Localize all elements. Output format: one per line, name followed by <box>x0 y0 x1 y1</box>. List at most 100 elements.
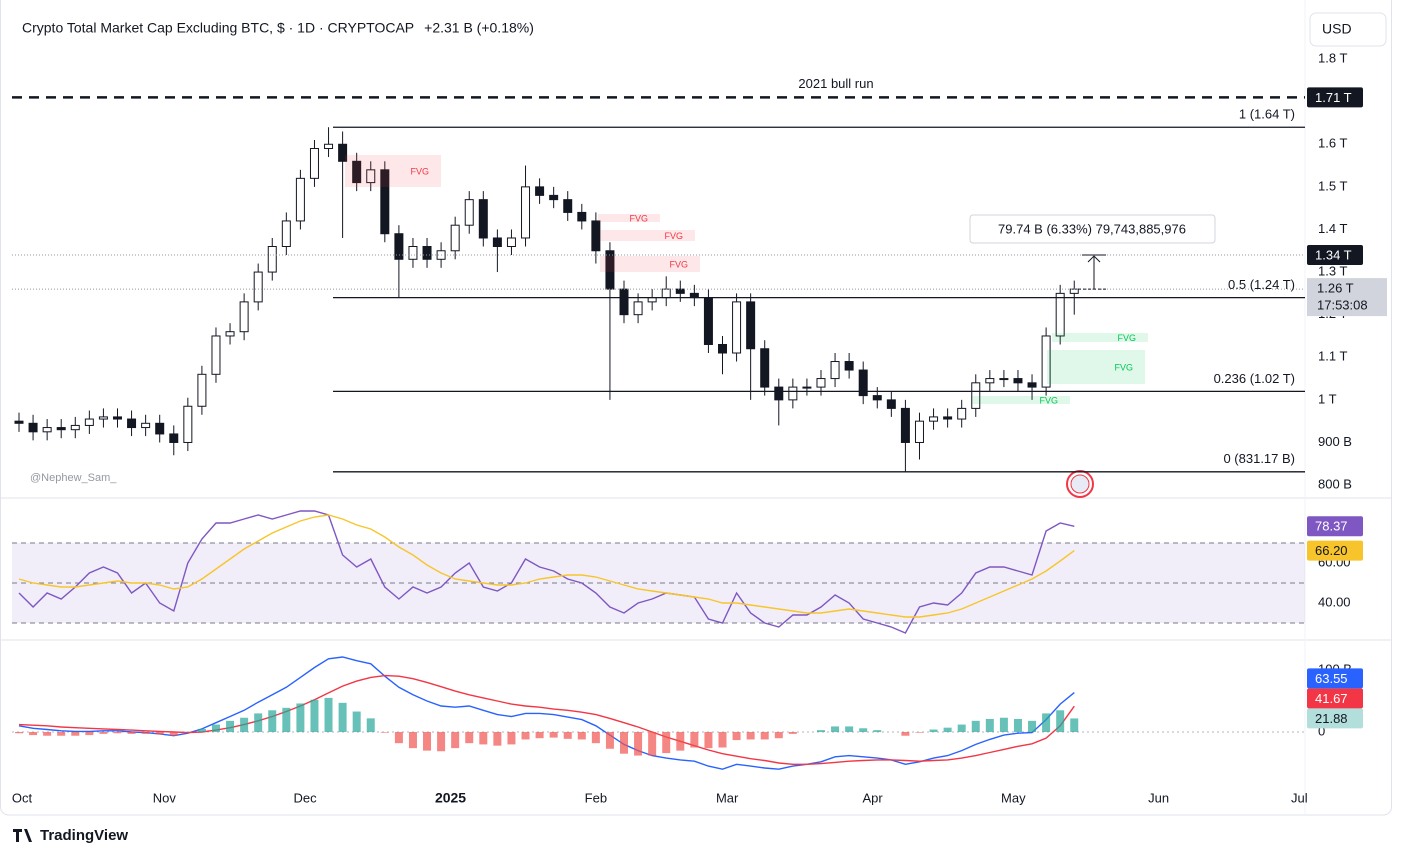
candle-body <box>591 220 601 252</box>
candle-body <box>577 211 587 222</box>
histogram-bar <box>929 729 938 733</box>
fvg-zone <box>1047 350 1145 384</box>
histogram-bar <box>746 732 755 740</box>
histogram-bar <box>943 727 952 733</box>
histogram-bar <box>831 726 840 733</box>
candle-body <box>943 416 953 420</box>
histogram-bar <box>423 732 432 751</box>
reference-badge-bg <box>1307 87 1363 108</box>
fvg-zone <box>600 230 695 241</box>
candle-body <box>971 382 981 409</box>
value-badge-bg <box>1307 540 1363 561</box>
value-badge: 78.37 <box>1315 519 1348 534</box>
histogram-bar <box>1013 718 1022 733</box>
fvg-zone <box>600 256 700 272</box>
histogram-bar <box>380 732 389 733</box>
series-line <box>18 510 1075 634</box>
fvg-label: FVG <box>629 213 648 223</box>
series-line <box>18 514 1075 618</box>
y-tick-label: 1.8 T <box>1318 50 1347 65</box>
candle-body <box>633 301 643 316</box>
y-tick-label: 1.1 T <box>1318 349 1347 364</box>
candle-body <box>521 186 531 239</box>
candle-body <box>746 301 756 350</box>
chart-title: Crypto Total Market Cap Excluding BTC, $… <box>22 20 414 36</box>
candle-body <box>197 373 207 407</box>
candle-body <box>506 237 516 248</box>
event-icon-flag <box>1070 474 1090 494</box>
histogram-bar <box>985 718 994 733</box>
histogram-bar <box>1056 710 1065 733</box>
histogram-bar <box>226 720 235 733</box>
candle-body <box>1027 382 1037 388</box>
candle-body <box>844 361 854 371</box>
candle-body <box>492 237 502 248</box>
candle-body <box>1055 292 1065 337</box>
y-tick-label: 1.4 T <box>1318 221 1347 236</box>
histogram-bar <box>634 732 643 756</box>
histogram-bar <box>873 730 882 733</box>
fvg-label: FVG <box>669 259 688 269</box>
candle-body <box>774 386 784 401</box>
candle-body <box>169 433 179 443</box>
candle-body <box>309 148 319 179</box>
price-badge: 1.34 T <box>1315 247 1352 262</box>
histogram-bar <box>296 703 305 733</box>
x-tick-label: Nov <box>153 790 177 805</box>
y-tick-label: 1.3 T <box>1318 264 1347 279</box>
price-badge-bg <box>1307 278 1387 317</box>
histogram-bar <box>268 710 277 733</box>
fvg-label: FVG <box>1114 362 1133 372</box>
candle-body <box>886 399 896 409</box>
y-tick-label: 1.6 T <box>1318 136 1347 151</box>
histogram-bar <box>1028 720 1037 733</box>
price-badge-bg <box>1307 245 1363 266</box>
currency-button[interactable] <box>1309 12 1387 47</box>
candle-body <box>28 422 38 433</box>
currency[interactable]: USD <box>1322 21 1352 37</box>
fvg-label: FVG <box>664 231 683 241</box>
candle-body <box>788 386 798 401</box>
histogram-bar <box>15 732 23 734</box>
value-badge-bg <box>1307 708 1363 729</box>
candle-body <box>985 378 995 384</box>
rsi-band <box>12 543 1305 623</box>
candle-body <box>450 224 460 252</box>
histogram-bar <box>1042 713 1051 733</box>
histogram-bar <box>704 732 713 749</box>
y-tick-label: 40.00 <box>1318 594 1351 609</box>
histogram-bar <box>971 720 980 733</box>
candle-body <box>56 427 66 431</box>
candle-body <box>295 177 305 222</box>
candle-body <box>183 405 193 443</box>
candle-body <box>535 186 545 196</box>
x-tick-label: Feb <box>585 790 607 805</box>
histogram-bar <box>43 732 52 736</box>
histogram-bar <box>85 732 94 736</box>
histogram-bar <box>127 732 136 734</box>
candle-body <box>380 169 390 235</box>
candle-body <box>112 416 122 420</box>
histogram-bar <box>99 732 108 734</box>
x-tick-label: 2025 <box>435 790 466 806</box>
histogram-bar <box>957 724 966 733</box>
histogram-bar <box>71 732 80 736</box>
value-badge: 21.88 <box>1315 711 1348 726</box>
candle-body <box>422 246 432 260</box>
histogram-bar <box>408 732 417 749</box>
y-tick-label: 800 B <box>1318 477 1352 492</box>
series-line <box>18 674 1075 765</box>
candle-body <box>760 348 770 388</box>
candle-body <box>563 199 573 213</box>
candle-body <box>816 378 826 388</box>
candle-body <box>1069 288 1079 294</box>
candle-body <box>98 416 108 420</box>
candle-body <box>84 418 94 426</box>
candle-body <box>366 169 376 184</box>
histogram-bar <box>57 732 66 736</box>
histogram-bar <box>549 732 558 738</box>
x-tick-label: Oct <box>12 790 33 805</box>
candle-body <box>42 427 52 433</box>
y-tick-label: 900 B <box>1318 434 1352 449</box>
histogram-bar <box>479 732 488 745</box>
